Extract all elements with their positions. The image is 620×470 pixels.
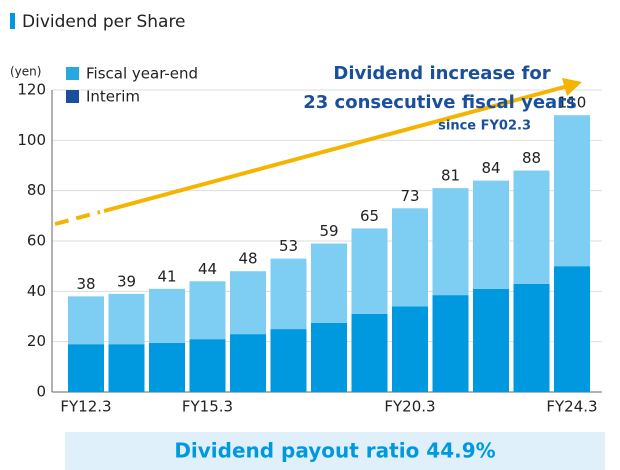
data-label: 41 (157, 267, 176, 285)
trend-dash (54, 210, 101, 226)
bar-segment (230, 271, 266, 335)
trend-arrow (103, 84, 569, 213)
bar-segment (351, 313, 388, 392)
bar-segment (311, 243, 347, 323)
bar-segment (149, 288, 185, 343)
bar-segment (189, 339, 226, 392)
y-tick-label: 20 (27, 332, 46, 350)
x-tick-label: FY24.3 (546, 398, 597, 416)
bar-segment (473, 288, 509, 392)
bar-segment (513, 283, 550, 392)
data-label: 53 (279, 237, 298, 255)
y-tick-label: 100 (17, 131, 46, 149)
bar-segment (68, 296, 104, 345)
bar-segment (189, 281, 226, 340)
bar-segment (473, 180, 509, 289)
data-label: 73 (400, 187, 419, 205)
footer-text: Dividend payout ratio 44.9% (174, 439, 495, 463)
data-label: 39 (117, 272, 136, 290)
y-tick-label: 40 (27, 282, 46, 300)
x-tick-label: FY15.3 (182, 398, 233, 416)
bar-segment (108, 293, 145, 345)
bar-segment (513, 170, 550, 284)
legend-swatch (66, 90, 79, 103)
data-label: 38 (76, 275, 95, 293)
arrow-head (562, 78, 582, 96)
data-label: 81 (441, 167, 460, 185)
bar-segment (311, 322, 347, 392)
bar-segment (554, 115, 590, 267)
chart-title: Dividend per Share (22, 12, 186, 32)
x-tick-label: FY12.3 (60, 398, 111, 416)
data-label: 44 (198, 260, 217, 278)
bar-segment (392, 306, 428, 392)
bar-segment (432, 295, 469, 392)
bar-segment (432, 188, 469, 296)
data-label: 59 (319, 222, 338, 240)
bar-segment (108, 344, 145, 392)
legend-label: Fiscal year-end (86, 65, 198, 83)
data-label: 110 (558, 94, 587, 112)
bar-segment (68, 344, 104, 392)
data-label: 65 (360, 207, 379, 225)
bar-segment (351, 228, 388, 314)
y-tick-label: 60 (27, 232, 46, 250)
y-tick-label: 0 (36, 383, 46, 401)
bar-segment (392, 208, 428, 307)
data-label: 88 (522, 149, 541, 167)
footer-box (65, 432, 605, 470)
annotation: Dividend increase for (333, 63, 550, 84)
data-label: 84 (481, 159, 500, 177)
legend-label: Interim (86, 88, 140, 106)
bar-segment (270, 329, 307, 392)
bar-segment (230, 334, 266, 392)
bar-segment (270, 258, 307, 330)
title-marker (10, 13, 15, 29)
y-tick-label: 80 (27, 181, 46, 199)
bar-segment (149, 342, 185, 392)
legend-swatch (66, 67, 79, 80)
y-axis-label: (yen) (10, 65, 41, 79)
y-tick-label: 120 (17, 81, 46, 99)
annotation: 23 consecutive fiscal years (303, 92, 577, 113)
data-label: 48 (238, 250, 257, 268)
bar-segment (554, 266, 590, 392)
annotation: since FY02.3 (438, 119, 531, 134)
x-tick-label: FY20.3 (384, 398, 435, 416)
